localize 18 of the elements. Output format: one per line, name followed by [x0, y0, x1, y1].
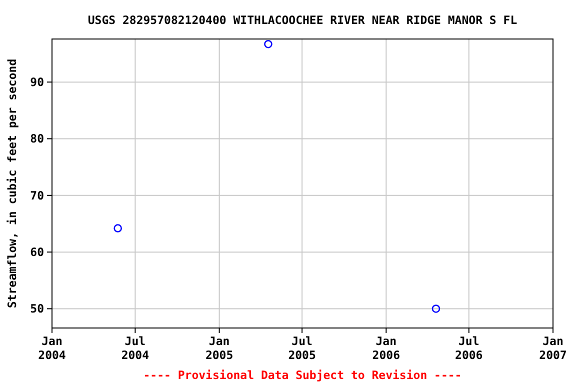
- y-axis-title: Streamflow, in cubic feet per second: [5, 58, 19, 308]
- point: [114, 224, 122, 232]
- y-tick-label: 70: [30, 188, 44, 202]
- y-tick-label: 50: [30, 302, 44, 316]
- y-tick-label: 60: [30, 245, 44, 260]
- x-tick-label: Jul 2005: [288, 334, 316, 362]
- x-tick-label: Jul 2006: [455, 334, 483, 362]
- y-tick-label: 90: [30, 75, 44, 90]
- text: ---- Provisional Data Subject to Revision ----: [143, 368, 462, 382]
- x-tick-label: Jul 2004: [121, 334, 150, 362]
- y-tick-label: 80: [30, 132, 44, 146]
- point: [264, 40, 272, 48]
- x-tick-label: Jan 2004: [38, 334, 66, 362]
- x-tick-label: Jan 2006: [372, 334, 400, 362]
- x-tick-label: Jan 2007: [539, 334, 567, 362]
- point: [432, 304, 440, 313]
- chart-title: USGS 282957082120400 WITHLACOOCHEE RIVER NEAR RIDGE MANOR S FL: [88, 13, 518, 27]
- x-tick-label: Jan 2005: [205, 334, 234, 362]
